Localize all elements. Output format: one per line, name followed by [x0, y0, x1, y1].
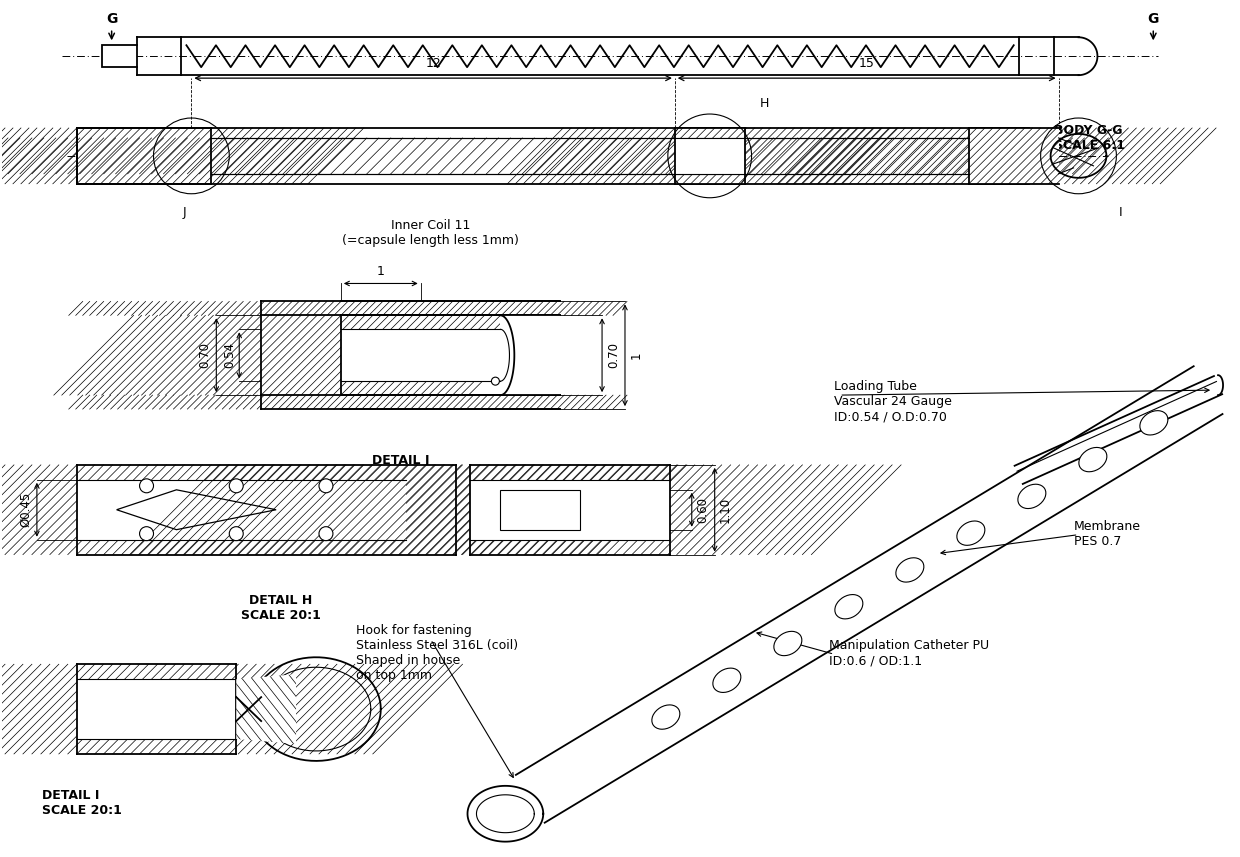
Text: Inner Coil 11
(=capsule length less 1mm): Inner Coil 11 (=capsule length less 1mm) — [342, 219, 520, 247]
Text: DETAIL I
SCALE 20:1: DETAIL I SCALE 20:1 — [42, 788, 122, 817]
Text: DETAIL H
SCALE 20:1: DETAIL H SCALE 20:1 — [241, 595, 321, 622]
Ellipse shape — [835, 595, 863, 619]
Bar — [77, 680, 237, 739]
Text: 1: 1 — [377, 266, 384, 279]
Text: 0.70: 0.70 — [198, 342, 211, 369]
Bar — [470, 480, 670, 540]
Text: 0.60: 0.60 — [696, 497, 709, 523]
Ellipse shape — [774, 632, 802, 656]
Circle shape — [140, 527, 154, 541]
Text: 15: 15 — [859, 57, 874, 70]
Bar — [77, 480, 405, 540]
Text: Loading Tube
Vascular 24 Gauge
ID:0.54 / O.D:0.70: Loading Tube Vascular 24 Gauge ID:0.54 /… — [835, 381, 952, 423]
Ellipse shape — [1079, 447, 1107, 471]
Bar — [675, 138, 744, 174]
Ellipse shape — [957, 521, 985, 545]
Text: Hook for fastening
Stainless Steel 316L (coil)
Shaped in house
on top 1mm: Hook for fastening Stainless Steel 316L … — [356, 625, 518, 682]
Text: J: J — [182, 206, 186, 219]
Bar — [341, 395, 560, 409]
Text: H: H — [760, 97, 769, 110]
Polygon shape — [237, 674, 296, 744]
Text: I: I — [1118, 206, 1122, 219]
Text: Ø0.45: Ø0.45 — [19, 492, 32, 527]
Bar — [501, 490, 580, 530]
Text: 12: 12 — [425, 57, 441, 70]
Text: 1: 1 — [630, 351, 644, 359]
Bar — [341, 329, 501, 381]
Ellipse shape — [1018, 484, 1045, 508]
Circle shape — [140, 479, 154, 493]
Text: G: G — [105, 12, 118, 27]
Bar — [968, 128, 1059, 183]
Bar — [211, 138, 968, 174]
Circle shape — [229, 479, 243, 493]
Circle shape — [319, 479, 332, 493]
Text: 0.70: 0.70 — [608, 342, 620, 369]
Bar — [102, 45, 136, 67]
Circle shape — [229, 527, 243, 541]
Text: BODY G-G
SCALE 6:1: BODY G-G SCALE 6:1 — [1054, 124, 1125, 152]
Ellipse shape — [713, 668, 740, 692]
Text: 0.54: 0.54 — [223, 342, 237, 369]
Circle shape — [491, 377, 500, 385]
Bar — [262, 315, 341, 395]
Circle shape — [319, 527, 332, 541]
Bar — [675, 128, 744, 183]
Ellipse shape — [1140, 411, 1168, 435]
Ellipse shape — [895, 558, 924, 582]
Bar — [341, 302, 560, 315]
Text: DETAIL J
SCALE 20:1: DETAIL J SCALE 20:1 — [361, 454, 440, 482]
Text: Membrane
PES 0.7: Membrane PES 0.7 — [1074, 519, 1141, 548]
Bar — [501, 315, 560, 395]
Text: Manipulation Catheter PU
ID:0.6 / OD:1.1: Manipulation Catheter PU ID:0.6 / OD:1.1 — [830, 639, 990, 668]
Text: 1.10: 1.10 — [719, 497, 732, 523]
Bar — [77, 464, 455, 554]
Bar — [77, 664, 237, 754]
Bar — [77, 128, 211, 183]
Bar — [470, 464, 670, 554]
Text: G: G — [1147, 12, 1159, 27]
Ellipse shape — [652, 705, 680, 729]
